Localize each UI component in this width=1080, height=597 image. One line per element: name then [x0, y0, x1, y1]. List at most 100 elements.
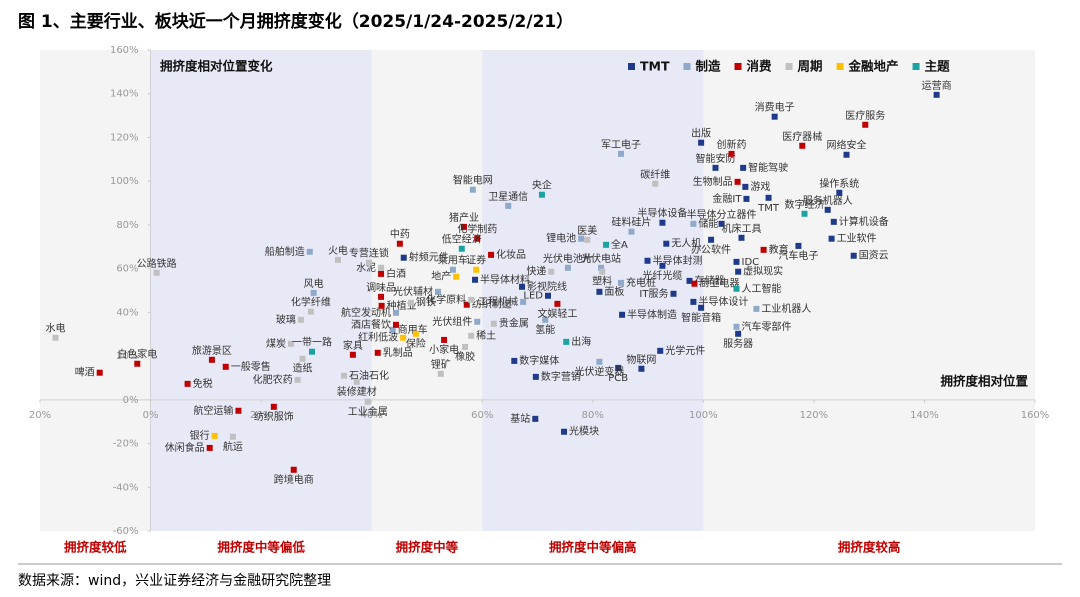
point-label: 光纤光缆 — [642, 269, 682, 282]
point — [294, 376, 301, 383]
point-label: 影视院线 — [527, 280, 567, 293]
point-label: 航空发动机 — [341, 306, 391, 319]
point — [561, 428, 568, 435]
point-label: 游戏 — [750, 180, 770, 193]
point-label: IDC — [742, 257, 760, 268]
point — [407, 299, 414, 306]
source: 数据来源：wind，兴业证券经济与金融研究院整理 — [18, 573, 331, 589]
point-label: 厨卫电器 — [699, 277, 739, 290]
point — [564, 264, 571, 271]
point — [698, 139, 705, 146]
point — [400, 334, 407, 341]
point — [211, 432, 218, 439]
point-label: 硅料硅片 — [611, 216, 651, 229]
legend-swatch — [734, 63, 742, 70]
point — [733, 285, 740, 292]
point — [843, 151, 850, 158]
point-label: 人工智能 — [742, 282, 782, 295]
point-label: 火电 — [328, 244, 348, 257]
point-label: 酒店餐饮 — [351, 318, 391, 331]
point-label: 医美 — [577, 224, 597, 237]
point-label: 纺织制造 — [472, 298, 512, 311]
point — [712, 164, 719, 171]
point-label: 运营商 — [922, 79, 952, 92]
point — [270, 403, 277, 410]
point-label: 化妆品 — [496, 248, 526, 261]
point — [690, 298, 697, 305]
point — [735, 268, 742, 275]
point — [235, 407, 242, 414]
point — [708, 236, 715, 243]
point — [691, 280, 698, 287]
point — [449, 266, 456, 273]
point — [742, 183, 749, 190]
point — [184, 380, 191, 387]
point — [652, 180, 659, 187]
point-label: 航空运输 — [193, 404, 233, 417]
point — [638, 365, 645, 372]
point — [824, 206, 831, 213]
point-label: 医疗服务 — [845, 109, 885, 122]
point — [563, 338, 570, 345]
point — [463, 301, 470, 308]
point-label: PCB — [608, 373, 628, 384]
point — [473, 266, 480, 273]
point — [392, 321, 399, 328]
point-label: 办公软件 — [691, 243, 731, 256]
point-label: 跨境电商 — [274, 473, 314, 486]
point-label: 纺织服饰 — [254, 410, 294, 423]
point — [760, 246, 767, 253]
point-label: 商用车 — [398, 323, 428, 336]
legend-label: 金融地产 — [848, 59, 899, 74]
point — [538, 191, 545, 198]
region-label: 拥挤度中等偏低 — [217, 540, 305, 555]
point-label: LED — [523, 291, 543, 302]
legend-label: 制造 — [696, 59, 722, 74]
point-label: 银行 — [190, 429, 210, 442]
point — [308, 348, 315, 355]
point — [96, 369, 103, 376]
point-label: 消费电子 — [755, 101, 795, 114]
point-label: 小家电 — [429, 343, 459, 356]
x-tick-label: 80% — [582, 410, 604, 421]
point — [799, 142, 806, 149]
point-label: 服务机器人 — [803, 194, 853, 207]
point-label: 工程机械 — [478, 295, 518, 308]
x-tick-label: 160% — [1021, 410, 1050, 421]
point — [862, 121, 869, 128]
point — [548, 268, 555, 275]
point — [334, 256, 341, 263]
y-tick-label: 0% — [123, 395, 139, 406]
point — [472, 276, 479, 283]
point-label: 公路铁路 — [137, 257, 177, 270]
point — [520, 298, 527, 305]
point-label: 氢能 — [535, 323, 555, 336]
legend-swatch — [912, 63, 920, 70]
point — [670, 290, 677, 297]
point-label: 一般零售 — [231, 360, 271, 373]
point — [453, 273, 460, 280]
point — [740, 164, 747, 171]
point — [599, 268, 606, 275]
point-label: TMT — [757, 203, 780, 214]
point — [828, 235, 835, 242]
point — [519, 283, 526, 290]
point — [532, 373, 539, 380]
y-tick-label: -60% — [113, 526, 139, 537]
point-label: 出版 — [691, 127, 711, 140]
point-label: 智能音箱 — [681, 311, 721, 324]
point-label: 锂电池 — [546, 232, 576, 245]
point — [462, 343, 469, 350]
point — [735, 330, 742, 337]
point-label: 玻璃 — [276, 313, 296, 326]
legend-label: TMT — [640, 59, 670, 74]
point-label: 船舶制造 — [265, 245, 305, 258]
point — [378, 264, 385, 271]
point-label: 无人机 — [671, 237, 701, 250]
point-label: 操作系统 — [819, 177, 859, 190]
point — [690, 220, 697, 227]
point-label: 基站 — [510, 412, 530, 425]
point-label: 光伏逆变器 — [574, 365, 624, 378]
point — [389, 326, 396, 333]
point-label: 化学制药 — [457, 223, 497, 236]
